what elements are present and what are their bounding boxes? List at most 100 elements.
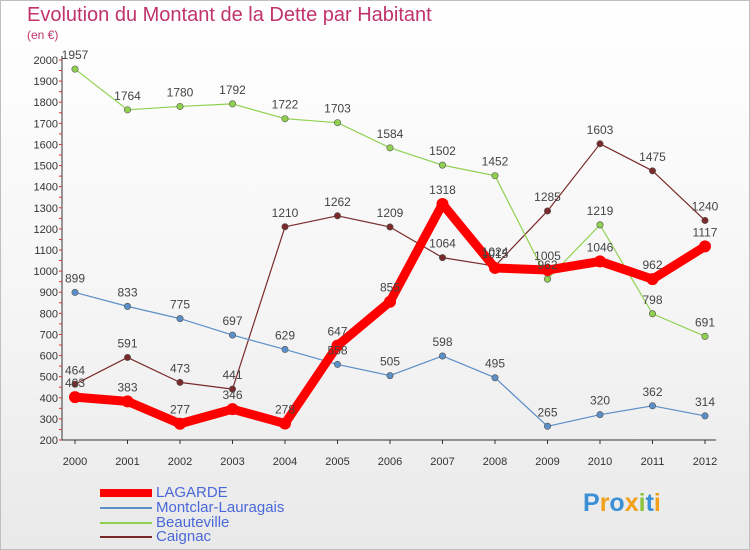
x-tick-label: 2009 [535, 456, 559, 468]
data-label: 277 [170, 403, 190, 417]
data-point [384, 295, 396, 308]
data-label: 1240 [692, 199, 719, 213]
chart-title: Evolution du Montant de la Dette par Hab… [27, 4, 432, 26]
data-point [648, 402, 656, 410]
y-tick-label: 900 [40, 287, 58, 299]
data-point [386, 223, 394, 231]
data-point [491, 172, 499, 180]
series-lagarde [69, 197, 711, 430]
y-tick-label: 1400 [34, 182, 58, 194]
x-tick-label: 2011 [641, 456, 665, 468]
data-point [491, 374, 499, 382]
data-label: 798 [642, 293, 662, 307]
data-point [489, 261, 501, 274]
data-label: 1117 [693, 225, 718, 239]
data-point [438, 161, 446, 169]
data-point [333, 360, 341, 368]
data-point [543, 422, 551, 430]
logo-letter: x [624, 489, 639, 517]
data-label: 962 [537, 258, 557, 272]
data-label: 855 [380, 281, 400, 295]
data-label: 591 [117, 336, 137, 350]
y-tick-label: 1700 [34, 118, 58, 130]
data-point [71, 288, 79, 296]
legend-label: Montclar-Lauragais [156, 499, 285, 516]
data-label: 899 [65, 271, 85, 285]
data-label: 1792 [219, 83, 246, 97]
data-point [543, 207, 551, 215]
data-label: 346 [222, 388, 242, 402]
data-label: 1209 [377, 206, 404, 220]
data-label: 1603 [587, 123, 614, 137]
data-label: 383 [117, 380, 137, 394]
data-point [176, 378, 184, 386]
data-point [648, 167, 656, 175]
data-point [699, 240, 711, 253]
data-point [176, 315, 184, 323]
y-tick-label: 1500 [34, 161, 58, 173]
y-tick-label: 1100 [34, 245, 58, 257]
data-point [438, 254, 446, 262]
series-layer [69, 65, 711, 430]
x-tick-label: 2006 [378, 456, 402, 468]
data-label: 598 [432, 335, 452, 349]
data-point [281, 345, 289, 353]
x-tick-label: 2010 [588, 456, 612, 468]
data-point [386, 372, 394, 380]
data-label: 629 [275, 328, 295, 342]
y-tick-label: 1000 [34, 266, 58, 278]
y-tick-label: 1200 [34, 224, 58, 236]
logo-letter: r [599, 489, 610, 517]
legend-label: LAGARDE [156, 484, 228, 501]
legend-label: Caignac [156, 528, 212, 545]
x-tick-label: 2003 [220, 456, 244, 468]
data-point [596, 140, 604, 148]
data-label: 1780 [167, 85, 194, 99]
y-tick-label: 1800 [34, 97, 58, 109]
logo-letter: t [645, 489, 654, 517]
x-tick-label: 2004 [273, 456, 297, 468]
y-tick-label: 200 [40, 435, 58, 447]
logo-letter: P [583, 489, 600, 517]
logo-letter: i [638, 489, 646, 517]
data-label: 1764 [114, 89, 141, 103]
data-label: 1046 [587, 240, 614, 254]
series-beauteville [71, 65, 709, 340]
y-tick-label: 1300 [34, 203, 58, 215]
data-label: 495 [485, 357, 505, 371]
data-label: 647 [327, 325, 347, 339]
data-point [596, 221, 604, 229]
data-label: 962 [642, 258, 662, 272]
data-label: 1210 [272, 206, 299, 220]
series-montclar-lauragais [71, 288, 709, 430]
data-label: 697 [222, 314, 242, 328]
data-point [71, 380, 79, 388]
data-point [174, 417, 186, 430]
data-label: 1285 [534, 190, 561, 204]
x-tick-label: 2012 [693, 456, 717, 468]
data-point [124, 106, 132, 114]
data-label: 558 [327, 343, 347, 357]
x-tick-label: 2008 [483, 456, 507, 468]
data-point [594, 255, 606, 268]
data-label: 1219 [587, 204, 614, 218]
data-point [543, 275, 551, 283]
data-point [229, 100, 237, 108]
data-point [124, 353, 132, 361]
y-tick-label: 600 [40, 351, 58, 363]
data-label: 314 [695, 395, 715, 409]
y-tick-label: 400 [40, 393, 58, 405]
data-label: 441 [222, 368, 242, 382]
data-point [701, 412, 709, 420]
x-tick-label: 2007 [430, 456, 454, 468]
data-label: 1318 [429, 183, 456, 197]
proxiti-logo: Proxiti [583, 489, 661, 518]
data-point [281, 223, 289, 231]
data-point [124, 302, 132, 310]
data-label: 1722 [272, 98, 299, 112]
x-tick-label: 2002 [168, 456, 192, 468]
x-tick-label: 2001 [115, 456, 139, 468]
y-tick-label: 300 [40, 414, 58, 426]
data-label: 1015 [482, 247, 509, 261]
